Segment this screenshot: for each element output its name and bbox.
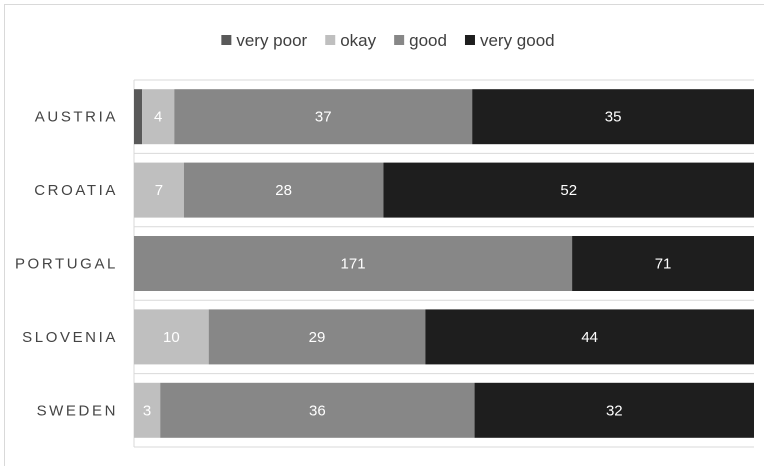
category-label: SWEDEN bbox=[37, 402, 118, 419]
legend: very poor okay good very good bbox=[221, 31, 555, 50]
data-label: 7 bbox=[155, 182, 163, 199]
y-axis: AUSTRIA CROATIA PORTUGAL SLOVENIA SWEDEN bbox=[15, 80, 135, 447]
bar-segment bbox=[134, 236, 573, 291]
bar-segment bbox=[134, 382, 161, 438]
bar-segment bbox=[474, 382, 754, 438]
legend-label: good bbox=[409, 31, 447, 50]
data-label: 28 bbox=[275, 182, 292, 199]
legend-swatch bbox=[394, 35, 405, 45]
category-label: PORTUGAL bbox=[15, 256, 118, 273]
bar-segment bbox=[183, 162, 384, 218]
category-label: AUSTRIA bbox=[35, 109, 118, 126]
category-label: SLOVENIA bbox=[22, 329, 118, 346]
bar-segment bbox=[383, 162, 754, 218]
bar-segment bbox=[142, 89, 175, 145]
bar-segment bbox=[174, 89, 473, 145]
bar-segment bbox=[208, 309, 426, 365]
data-label: 3 bbox=[143, 402, 151, 419]
data-label: 29 bbox=[309, 329, 326, 346]
data-label: 37 bbox=[315, 109, 332, 126]
legend-item: okay bbox=[325, 31, 377, 50]
data-label: 4 bbox=[154, 109, 162, 126]
bar-segment bbox=[134, 162, 184, 218]
bar-segment bbox=[134, 89, 143, 145]
bar-segment bbox=[572, 236, 754, 291]
data-label: 171 bbox=[341, 256, 366, 273]
legend-swatch bbox=[325, 35, 336, 45]
data-label: 36 bbox=[309, 402, 326, 419]
legend-item: very good bbox=[464, 31, 555, 50]
legend-label: very poor bbox=[236, 31, 307, 50]
bar-segment bbox=[472, 89, 754, 145]
bar-segment bbox=[425, 309, 754, 365]
bars bbox=[134, 89, 754, 438]
legend-swatch bbox=[221, 35, 232, 45]
data-label: 10 bbox=[163, 329, 180, 346]
chart-frame bbox=[4, 4, 764, 466]
legend-item: very poor bbox=[221, 31, 308, 50]
data-labels: 4 37 35 7 28 52 171 71 10 29 44 3 36 32 bbox=[143, 109, 671, 420]
data-label: 32 bbox=[606, 402, 623, 419]
bar-segment bbox=[134, 309, 209, 365]
data-label: 35 bbox=[605, 109, 622, 126]
data-label: 71 bbox=[655, 256, 672, 273]
gridlines bbox=[134, 79, 754, 448]
data-label: 44 bbox=[581, 329, 598, 346]
legend-swatch bbox=[464, 35, 475, 45]
legend-item: good bbox=[394, 31, 447, 50]
legend-label: very good bbox=[480, 31, 555, 50]
bar-segment bbox=[160, 382, 475, 438]
data-label: 52 bbox=[560, 182, 577, 199]
category-label: CROATIA bbox=[34, 182, 118, 199]
legend-label: okay bbox=[340, 31, 376, 50]
